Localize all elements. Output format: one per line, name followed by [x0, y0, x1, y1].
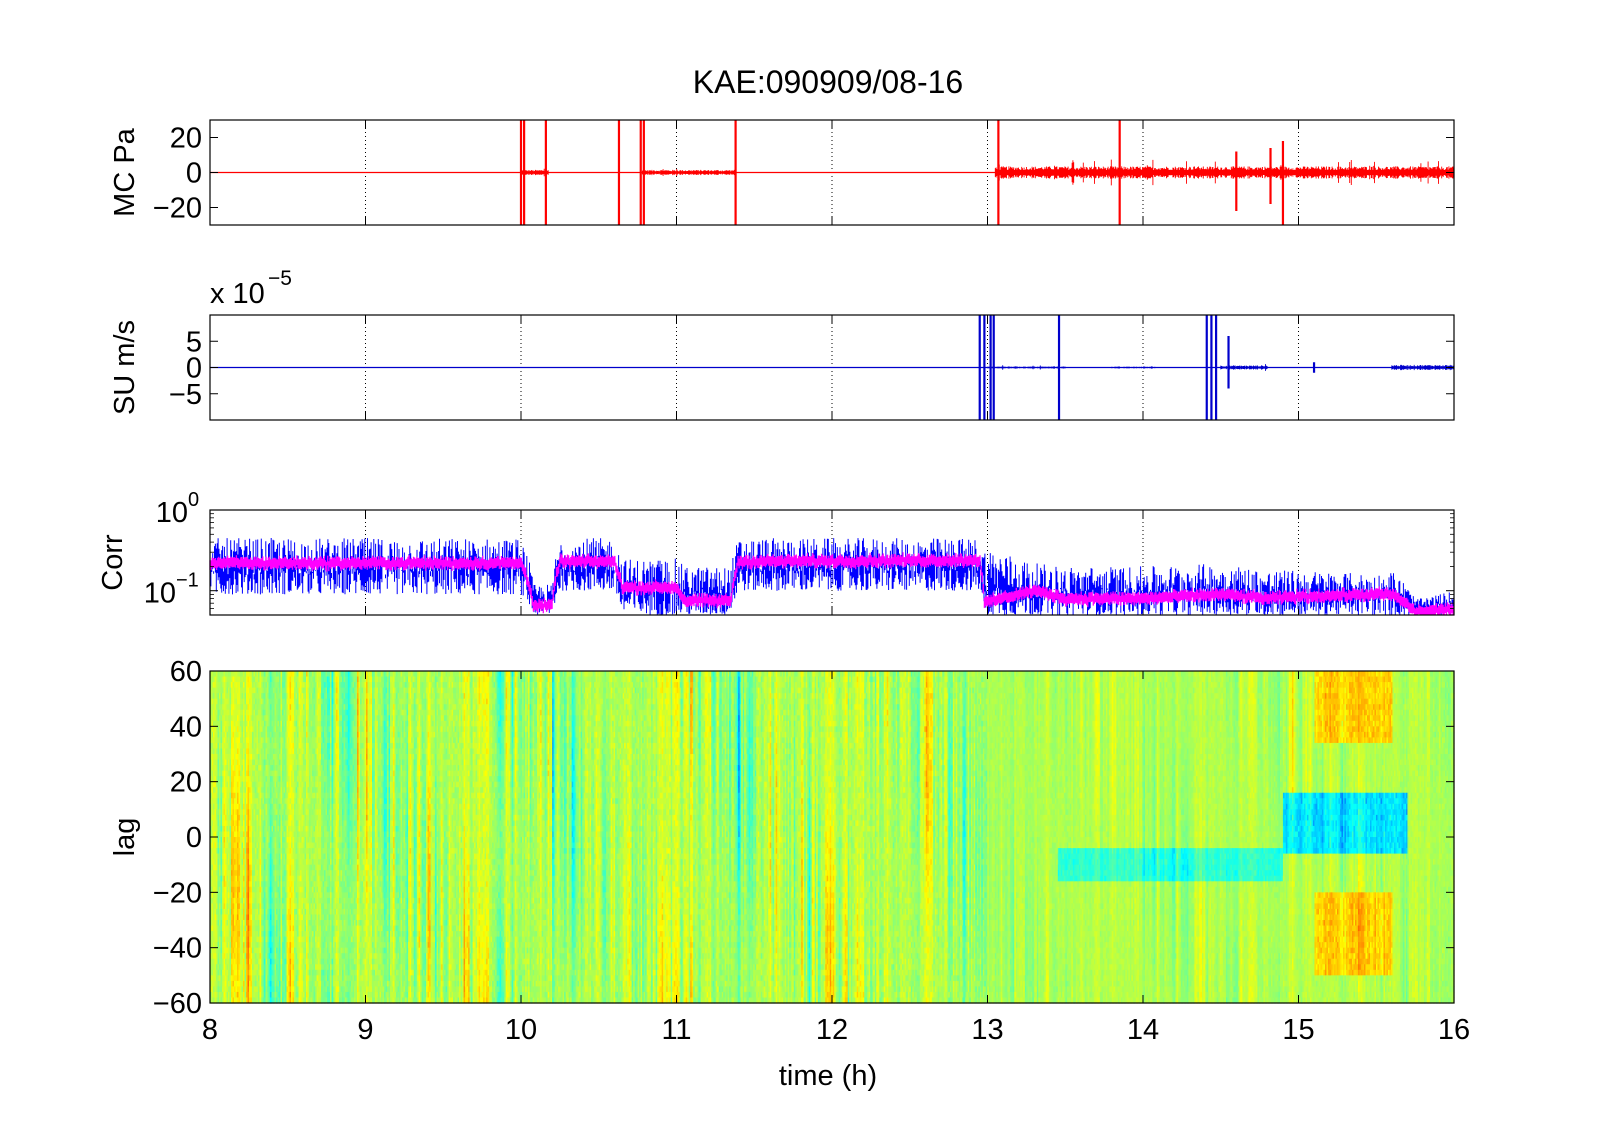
x-axis-label: time (h) — [779, 1060, 877, 1092]
y-tick-exponent: 0 — [188, 489, 199, 511]
y-tick-label: −20 — [153, 193, 202, 225]
y-tick-label: 0 — [186, 158, 202, 190]
y-tick-label: 10 — [144, 578, 176, 610]
y-axis-label: MC Pa — [109, 127, 141, 217]
y-multiplier-exponent: −5 — [268, 267, 292, 290]
y-tick-exponent: −1 — [176, 570, 199, 592]
y-axis-label: Corr — [97, 534, 129, 591]
y-multiplier-label: x 10 — [210, 278, 265, 310]
y-tick-label: 10 — [156, 497, 188, 529]
y-axis-label: SU m/s — [109, 320, 141, 415]
y-tick-label: −5 — [169, 379, 202, 411]
y-tick-label: 20 — [170, 123, 202, 155]
heatmap-cells — [210, 671, 1455, 1004]
figure-title: KAE:090909/08-16 — [693, 64, 963, 100]
